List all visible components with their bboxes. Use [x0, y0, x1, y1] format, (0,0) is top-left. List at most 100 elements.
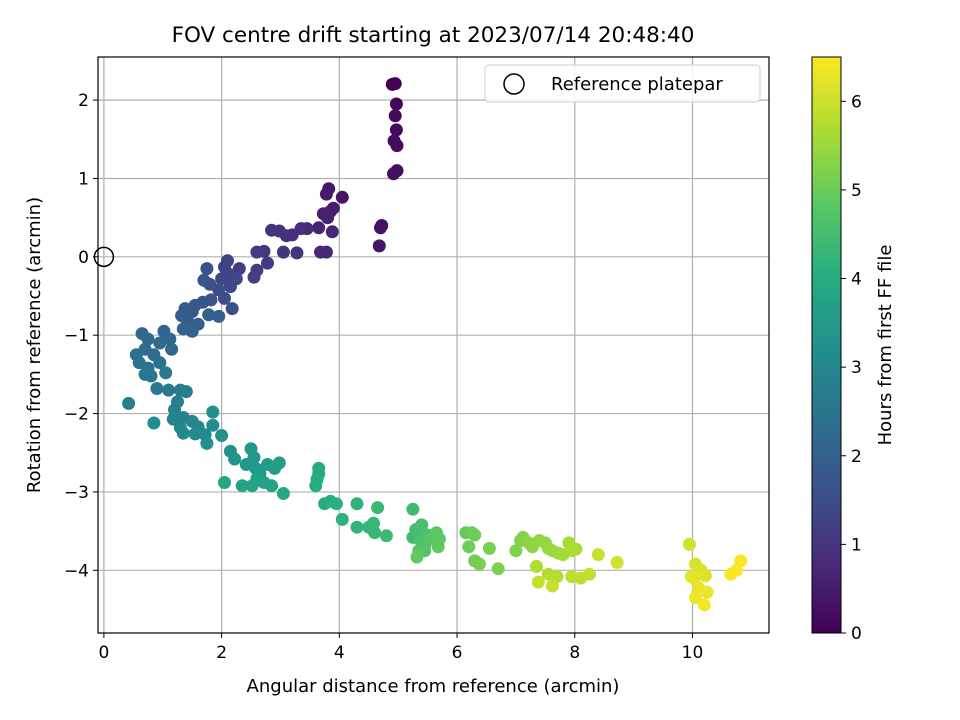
x-tick-label: 4 — [334, 643, 345, 663]
data-point — [247, 270, 261, 284]
data-point — [697, 598, 711, 612]
data-point — [688, 591, 702, 605]
data-point — [265, 479, 279, 493]
data-point — [202, 308, 216, 322]
data-point — [388, 109, 402, 123]
data-point — [290, 246, 304, 260]
x-axis-label: Angular distance from reference (arcmin) — [247, 676, 620, 697]
data-point — [212, 309, 226, 323]
data-point — [272, 456, 286, 470]
data-point — [389, 123, 403, 137]
data-point — [141, 332, 155, 346]
data-point — [321, 211, 335, 225]
data-point — [261, 256, 274, 270]
x-tick-label: 0 — [98, 643, 109, 663]
data-point — [206, 405, 220, 419]
data-point — [200, 436, 214, 450]
data-point — [138, 367, 152, 381]
colorbar-ticks: 0 1 2 3 4 5 6 — [841, 92, 862, 644]
data-point — [462, 540, 476, 554]
data-point — [530, 559, 543, 573]
data-point — [698, 569, 712, 583]
data-point — [218, 291, 231, 305]
data-point — [390, 139, 404, 153]
data-point — [232, 262, 246, 276]
data-point — [472, 557, 486, 571]
data-point — [406, 502, 420, 516]
data-point — [389, 97, 403, 111]
data-point — [228, 452, 242, 466]
data-point — [569, 542, 583, 556]
legend-entry-label: Reference platepar — [551, 74, 723, 95]
data-point — [122, 396, 136, 410]
x-tick-label: 8 — [569, 643, 580, 663]
data-point — [215, 429, 229, 442]
data-point — [468, 528, 482, 542]
data-point — [150, 382, 164, 395]
data-point — [509, 544, 523, 558]
data-point — [371, 501, 385, 515]
y-axis-label: Rotation from reference (arcmin) — [24, 197, 45, 493]
data-point — [684, 570, 698, 584]
data-point — [335, 190, 349, 204]
data-point — [325, 225, 339, 239]
data-point — [276, 487, 290, 500]
data-point — [166, 412, 180, 426]
colorbar-tick-label: 0 — [851, 624, 862, 644]
data-point — [531, 575, 545, 589]
data-point — [245, 479, 259, 493]
colorbar-tick-label: 4 — [851, 270, 862, 290]
data-point — [176, 426, 190, 440]
colorbar-tick-label: 3 — [851, 358, 862, 378]
legend-box — [484, 64, 761, 103]
data-point — [350, 497, 364, 511]
data-point — [176, 322, 190, 336]
data-point — [272, 224, 286, 238]
data-point — [309, 479, 323, 493]
data-point — [482, 541, 496, 555]
data-point — [415, 518, 429, 532]
data-point — [350, 520, 364, 534]
data-point — [153, 336, 167, 350]
scatter-points — [122, 77, 748, 612]
y-tick-label: −3 — [64, 483, 89, 503]
data-point — [610, 556, 624, 569]
colorbar-tick-label: 2 — [851, 447, 862, 467]
data-point — [583, 567, 596, 581]
data-point — [276, 245, 290, 259]
x-tick-label: 6 — [452, 643, 463, 663]
data-point — [545, 579, 559, 593]
data-point — [734, 554, 748, 568]
y-tick-label: −1 — [64, 326, 89, 346]
x-tick-label: 10 — [682, 643, 704, 663]
data-point — [388, 77, 402, 91]
data-point — [410, 550, 424, 564]
data-point — [367, 516, 380, 530]
colorbar-tick-label: 6 — [851, 92, 862, 112]
data-point — [153, 356, 167, 370]
data-point — [700, 585, 714, 599]
data-point — [683, 537, 696, 551]
data-point — [162, 383, 176, 397]
data-point — [159, 366, 173, 380]
data-point — [431, 540, 445, 554]
data-point — [188, 427, 202, 441]
data-point — [200, 262, 214, 276]
plot-area: 0 2 4 6 8 10 −4 −3 −2 −1 0 1 2 — [64, 56, 770, 663]
data-point — [312, 221, 326, 235]
data-point — [319, 187, 333, 201]
data-point — [335, 512, 349, 526]
colorbar-tick-label: 1 — [851, 535, 862, 555]
plot-frame — [97, 56, 770, 634]
legend-marker-circle-icon — [503, 73, 525, 95]
x-tick-label: 2 — [216, 643, 227, 663]
y-tick-label: −4 — [64, 561, 89, 581]
data-point — [379, 529, 393, 543]
data-point — [374, 221, 387, 235]
colorbar-gradient — [811, 56, 842, 634]
data-point — [591, 548, 605, 562]
y-tick-label: −2 — [64, 405, 89, 425]
colorbar-tick-label: 5 — [851, 181, 862, 201]
data-point — [372, 239, 386, 253]
data-point — [206, 418, 220, 432]
